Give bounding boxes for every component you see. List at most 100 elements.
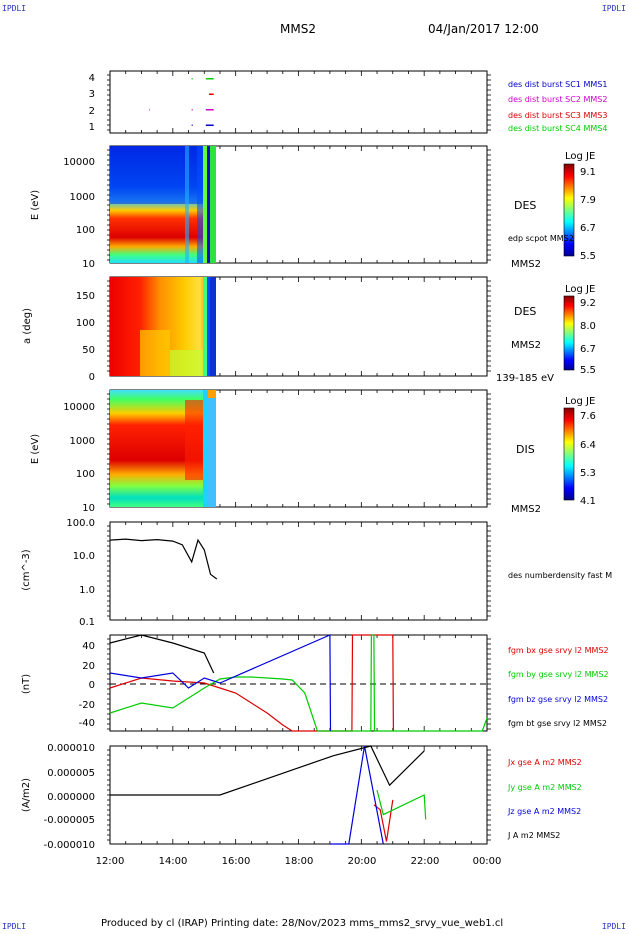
footer-credit: Produced by cl (IRAP) Printing date: 28/… — [101, 918, 504, 929]
plot-title: MMS2 — [280, 22, 316, 36]
xtick-1800: 18:00 — [285, 856, 314, 867]
bfield-legend-bz: fgm bz gse srvy l2 MMS2 — [508, 695, 608, 704]
des-energy-cb-tick-0: 9.1 — [580, 167, 596, 178]
des-energy-cb-title: Log JE — [565, 151, 595, 162]
des-energy-ytick-100: 100 — [76, 225, 95, 236]
panel-frame-bfield — [109, 634, 488, 732]
current-legend-jz: Jz gse A m2 MMS2 — [507, 807, 581, 816]
plot-datetime: 04/Jan/2017 12:00 — [428, 22, 539, 36]
bfield-legend: fgm bx gse srvy l2 MMS2 fgm by gse srvy … — [508, 646, 609, 728]
des-pitch-cb-tick-2: 6.7 — [580, 344, 596, 355]
current-ytick-10: 0.000010 — [47, 743, 95, 754]
bfield-legend-bx: fgm bx gse srvy l2 MMS2 — [508, 646, 609, 655]
current-legend: Jx gse A m2 MMS2 Jy gse A m2 MMS2 Jz gse… — [507, 758, 582, 840]
burst-legend-sc3: des dist burst SC3 MMS3 — [508, 111, 607, 120]
current-series-3 — [110, 745, 425, 796]
bfield-ytick-40: 40 — [82, 641, 95, 652]
y-axis-titles: E (eV) a (deg) E (eV) (cm^-3) (nT) (A/m2… — [21, 190, 41, 812]
des-pitch-ylabel: a (deg) — [22, 308, 33, 344]
des-pitch-spectrogram — [110, 277, 216, 376]
dis-energy-cb-tick-2: 5.3 — [580, 468, 596, 479]
dis-energy-ytick-100: 100 — [76, 469, 95, 480]
des-energy-spectrogram — [110, 146, 216, 263]
current-ytick-0: 0.000000 — [47, 792, 95, 803]
des-pitch-yticks: 0 50 100 150 — [76, 291, 95, 383]
density-ytick-100: 100.0 — [66, 518, 95, 529]
corner-tag-top-left: IPDLI — [2, 4, 27, 13]
dis-energy-yticks: 10 100 1000 10000 — [63, 402, 95, 514]
current-legend-jx: Jx gse A m2 MMS2 — [507, 758, 582, 767]
current-series-0 — [373, 799, 394, 842]
des-energy-cb-tick-3: 5.5 — [580, 251, 596, 262]
dis-energy-sc-label: MMS2 — [511, 504, 541, 515]
burst-ytick-1: 1 — [89, 122, 95, 133]
des-energy-scpot-label: edp scpot MMS2 — [508, 234, 574, 243]
dis-energy-cb-tick-3: 4.1 — [580, 496, 596, 507]
dis-energy-instrument: DIS — [516, 443, 535, 456]
density-ytick-10: 10.0 — [73, 551, 95, 562]
des-energy-ylabel: E (eV) — [30, 190, 41, 220]
bfield-ytick-0: 0 — [89, 680, 95, 691]
dis-energy-cb-tick-1: 6.4 — [580, 440, 596, 451]
colorbar-des-pitch — [563, 295, 575, 371]
burst-legend-sc4: des dist burst SC4 MMS4 — [508, 124, 607, 133]
dis-energy-ylabel: E (eV) — [30, 434, 41, 464]
bfield-ylabel: (nT) — [21, 674, 32, 694]
density-series-0 — [109, 538, 218, 580]
des-energy-ytick-10: 10 — [82, 259, 95, 270]
time-axis-labels: 12:00 14:00 16:00 18:00 20:00 22:00 00:0… — [96, 856, 502, 867]
panel-ticks-des_pitch — [107, 277, 491, 376]
corner-tag-bottom-left: IPDLI — [2, 922, 27, 931]
xtick-0000: 00:00 — [473, 856, 502, 867]
des-pitch-cb-tick-1: 8.0 — [580, 321, 596, 332]
des-pitch-cb-title: Log JE — [565, 284, 595, 295]
des-energy-ytick-1000: 1000 — [70, 192, 95, 203]
current-ytick-5: 0.000005 — [47, 768, 95, 779]
des-energy-instrument: DES — [514, 199, 536, 212]
burst-legend-sc2: des dist burst SC2 MMS2 — [508, 95, 607, 104]
burst-legend: des dist burst SC1 MMS1 des dist burst S… — [508, 80, 607, 133]
xtick-1400: 14:00 — [159, 856, 188, 867]
burst-yticks: 1 2 3 4 — [89, 73, 95, 133]
des-pitch-labels: DES MMS2 139-185 eV Log JE 9.2 8.0 6.7 5… — [496, 284, 596, 384]
density-ytick-1: 1.0 — [79, 585, 95, 596]
burst-ytick-4: 4 — [89, 73, 95, 84]
des-pitch-cb-tick-0: 9.2 — [580, 298, 596, 309]
colorbar-des-energy — [563, 163, 575, 257]
des-pitch-ytick-150: 150 — [76, 291, 95, 302]
bfield-series-3 — [109, 634, 215, 674]
density-legend-label: des numberdensity fast M — [508, 571, 612, 580]
xtick-1600: 16:00 — [222, 856, 251, 867]
xtick-1200: 12:00 — [96, 856, 125, 867]
dis-energy-ytick-10000: 10000 — [63, 402, 95, 413]
bfield-series-2 — [109, 634, 332, 732]
current-series-2 — [329, 745, 384, 845]
des-energy-cb-tick-1: 7.9 — [580, 195, 596, 206]
colorbar-dis-energy — [563, 407, 575, 501]
bfield-ytick-m40: -40 — [79, 718, 95, 729]
density-legend: des numberdensity fast M — [508, 571, 612, 580]
burst-legend-sc1: des dist burst SC1 MMS1 — [508, 80, 607, 89]
panel-frame-burst — [109, 70, 488, 134]
burst-ytick-2: 2 — [89, 106, 95, 117]
current-legend-j: J A m2 MMS2 — [507, 831, 560, 840]
corner-tag-top-right: IPDLI — [601, 4, 626, 13]
bfield-legend-bt: fgm bt gse srvy l2 MMS2 — [508, 719, 607, 728]
current-ytick-m10: -0.000010 — [44, 840, 95, 851]
bfield-ytick-m20: -20 — [79, 700, 95, 711]
density-yticks: 0.1 1.0 10.0 100.0 — [66, 518, 95, 628]
des-pitch-ytick-0: 0 — [89, 372, 95, 383]
panel-ticks-current — [107, 746, 491, 844]
panel-frame-density — [109, 521, 488, 621]
corner-tag-bottom-right: IPDLI — [601, 922, 626, 931]
current-legend-jy: Jy gse A m2 MMS2 — [507, 783, 582, 792]
dis-energy-spectrogram — [110, 390, 216, 507]
current-series-1 — [376, 789, 427, 820]
des-energy-sc-label: MMS2 — [511, 259, 541, 270]
bfield-yticks: -40 -20 0 20 40 — [79, 641, 95, 729]
bfield-ytick-20: 20 — [82, 661, 95, 672]
des-pitch-cb-tick-3: 5.5 — [580, 365, 596, 376]
burst-ytick-3: 3 — [89, 89, 95, 100]
density-ytick-0.1: 0.1 — [79, 617, 95, 628]
